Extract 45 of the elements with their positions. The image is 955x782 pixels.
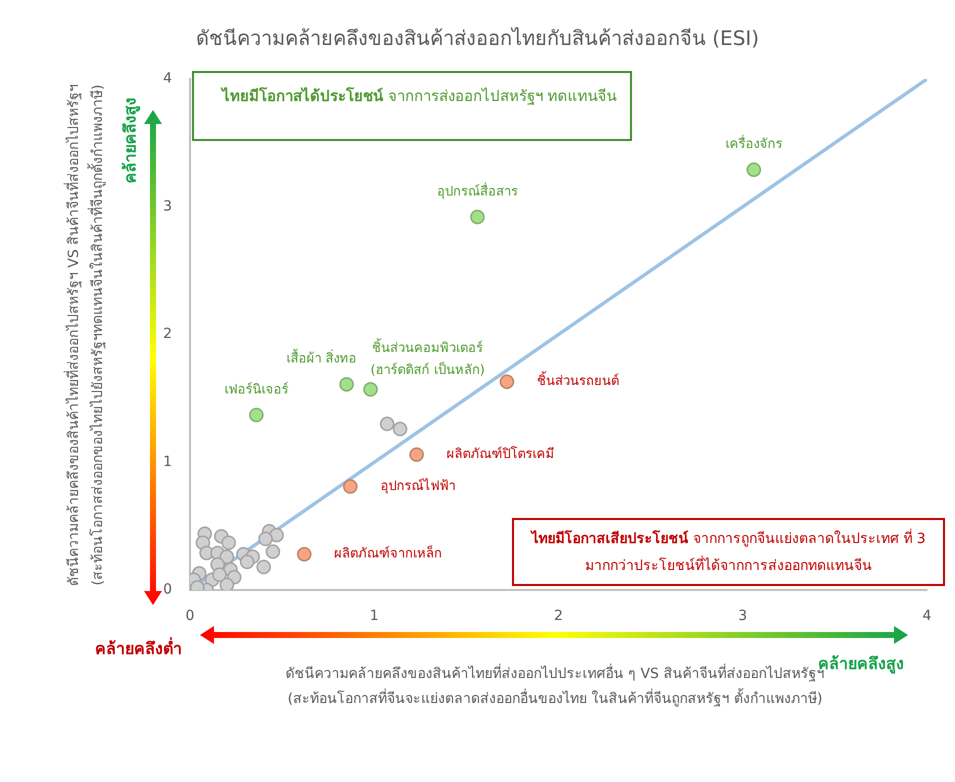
annotation: ผลิตภัณฑ์ปิโตรเคมี	[446, 446, 555, 462]
annotation: ไทยมีโอกาสได้ประโยชน์ จากการส่งออกไปสหรัฐฯ ทดแทนจีน	[222, 87, 617, 105]
point	[258, 532, 273, 546]
point	[392, 422, 408, 436]
text: คล้ายคลึงต่ำ	[95, 636, 182, 660]
point	[249, 408, 264, 422]
annotation: เครื่องจักร	[725, 135, 782, 152]
point	[343, 479, 358, 494]
annotation: อุปกรณ์ไฟฟ้า	[380, 478, 456, 494]
point	[212, 567, 227, 582]
y-tick-label: 1	[163, 454, 172, 470]
point	[470, 210, 485, 224]
point	[746, 162, 762, 177]
point	[363, 382, 378, 397]
point	[220, 578, 234, 590]
annotation: ไทยมีโอกาสเสียประโยชน์ จากการถูกจีนแย่งตลาดในประเทศ ที่ 3 มากกว่าประโยชน์ที่ได้จากการส่งออกทดแทนจีน	[531, 531, 926, 574]
chart-title: ดัชนีความคล้ายคลึงของสินค้าส่งออกไทยกับสินค้าส่งออกจีน (ESI)	[194, 25, 760, 52]
y-tick-label: 2	[163, 326, 172, 342]
annotation: ชิ้นส่วนรถยนต์	[536, 371, 619, 390]
x-tick-label: 0	[186, 608, 194, 624]
annotation: เฟอร์นิเจอร์	[224, 381, 288, 398]
y-tick-label: 3	[163, 198, 172, 214]
y-tick-label: 4	[163, 70, 172, 87]
x-tick-label: 1	[370, 608, 379, 624]
point	[339, 377, 354, 392]
y-axis-title: ดัชนีความคล้ายคลึงของสินค้าไทยที่ส่งออกไปสหรัฐฯ VS สินค้าจีนที่ส่งออกไปสหรัฐฯ (สะท้อนโอกาสส่งออกของไทยไปยังสหรัฐฯทดแทนจีนในสินค้าที่จีนถูกตั้งกำแพงภาษี)	[62, 82, 107, 588]
point	[220, 550, 234, 564]
x-tick-label: 4	[922, 608, 932, 624]
point	[409, 447, 424, 462]
text: คล้ายคลึงสูง	[120, 96, 142, 186]
annotation: ชิ้นส่วนคอมพิวเตอร์ (ฮาร์ดดิสก์ เป็นหลัก)	[370, 338, 485, 378]
point	[380, 416, 394, 432]
point	[256, 560, 271, 574]
point	[500, 374, 514, 390]
point	[221, 535, 236, 550]
point	[240, 554, 254, 570]
annotation: อุปกรณ์สื่อสาร	[436, 182, 518, 200]
point	[296, 546, 312, 562]
x-tick-label: 2	[554, 608, 563, 624]
x-tick-label: 3	[738, 608, 748, 624]
point	[269, 528, 284, 542]
annotation: เสื้อผ้า สิ่งทอ	[286, 348, 357, 367]
point	[266, 544, 280, 559]
y-tick-label: 0	[163, 582, 172, 598]
annotation: ผลิตภัณฑ์จากเหล็ก	[334, 544, 442, 562]
